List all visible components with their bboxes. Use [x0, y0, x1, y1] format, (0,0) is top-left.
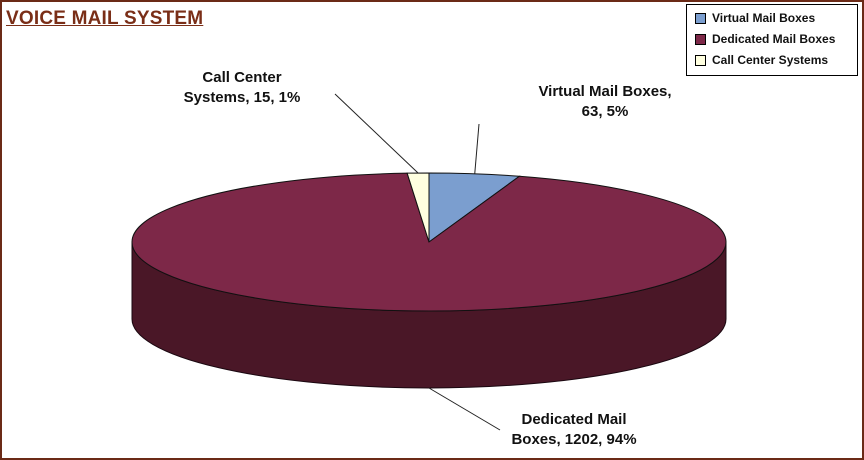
legend: Virtual Mail Boxes Dedicated Mail Boxes …	[686, 4, 858, 76]
legend-label-call-center: Call Center Systems	[712, 53, 829, 67]
pie-slice-dedicated	[131, 172, 727, 312]
legend-item-virtual: Virtual Mail Boxes	[695, 11, 815, 25]
data-label-dedicated: Dedicated Mail Boxes, 1202, 94%	[464, 410, 684, 450]
leader-line-call-center	[334, 93, 419, 174]
legend-item-call-center: Call Center Systems	[695, 53, 828, 67]
data-label-virtual-line2: 63, 5%	[581, 103, 629, 120]
data-label-call-center: Call Center Systems, 15, 1%	[162, 68, 322, 108]
data-label-call-center-line2: Systems, 15, 1%	[183, 89, 301, 106]
data-label-dedicated-line2: Boxes, 1202, 94%	[511, 431, 637, 448]
legend-label-dedicated: Dedicated Mail Boxes	[712, 32, 836, 46]
data-label-dedicated-line1: Dedicated Mail	[521, 411, 627, 428]
legend-swatch-call-center	[695, 54, 706, 66]
legend-item-dedicated: Dedicated Mail Boxes	[695, 32, 835, 46]
legend-swatch-dedicated	[695, 33, 706, 45]
legend-swatch-virtual	[695, 12, 706, 24]
leader-line-virtual	[474, 123, 480, 174]
leader-line-dedicated	[428, 387, 501, 431]
chart-title: VOICE MAIL SYSTEM	[6, 8, 204, 29]
data-label-call-center-line1: Call Center	[202, 69, 282, 86]
data-label-virtual: Virtual Mail Boxes, 63, 5%	[510, 82, 700, 122]
data-label-virtual-line1: Virtual Mail Boxes,	[538, 83, 672, 100]
legend-label-virtual: Virtual Mail Boxes	[712, 11, 816, 25]
